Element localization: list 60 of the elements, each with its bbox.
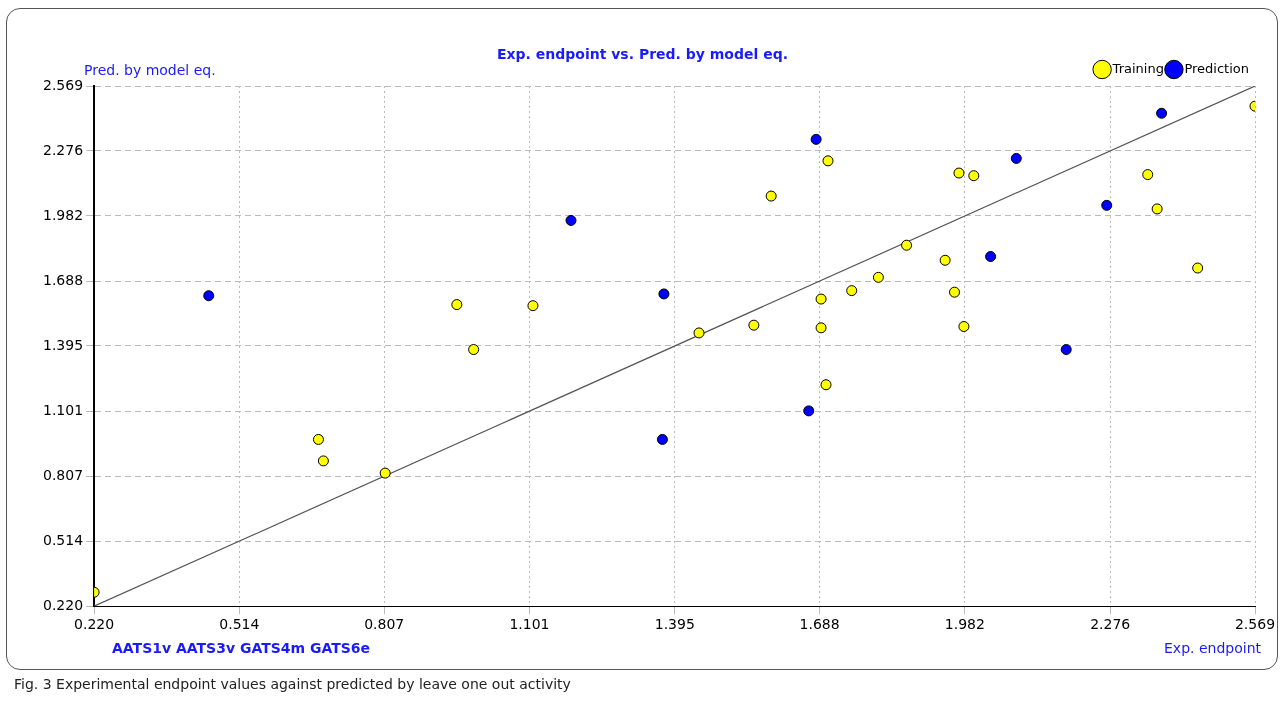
y-tick-label: 1.101 [42, 401, 84, 418]
legend-label: Prediction [1184, 60, 1250, 76]
point [810, 133, 822, 145]
point [451, 299, 463, 311]
point [815, 322, 827, 334]
point [658, 288, 670, 300]
point [1010, 152, 1022, 164]
y-tick-label: 1.395 [42, 336, 84, 353]
caption: Fig. 3 Experimental endpoint values against predicted by leave one out activity [14, 676, 571, 692]
point [693, 327, 705, 339]
point [985, 251, 997, 263]
point [1151, 203, 1163, 215]
point [815, 293, 827, 305]
point [379, 467, 391, 479]
point [1060, 344, 1072, 356]
x-axis-title: Exp. endpoint [1164, 640, 1261, 656]
point [949, 286, 961, 298]
point [527, 300, 539, 312]
legend-label: Training [1111, 60, 1164, 76]
point [765, 190, 777, 202]
x-tick-label: 1.688 [799, 616, 840, 633]
point [872, 271, 884, 283]
x-tick-label: 0.514 [219, 616, 260, 633]
x-tick-label: 2.569 [1234, 616, 1276, 633]
y-tick-label: 0.514 [42, 531, 84, 548]
y-tick-label: 2.569 [42, 76, 84, 93]
y-tick-label: 0.807 [42, 466, 84, 483]
x-tick-label: 1.101 [509, 616, 550, 633]
text: AATS1v AATS3v GATS4m GATS6e [112, 640, 371, 656]
point [846, 285, 858, 297]
x-tick-label: 1.982 [944, 616, 985, 633]
point [1192, 262, 1204, 274]
point [468, 344, 480, 356]
point [1101, 199, 1113, 211]
point [656, 433, 668, 445]
point [953, 167, 965, 179]
point [748, 319, 760, 331]
x-tick-label: 1.395 [654, 616, 695, 633]
point [968, 170, 980, 182]
y-axis-title: Pred. by model eq. [84, 62, 216, 78]
point [820, 379, 832, 391]
chart-title: Exp. endpoint vs. Pred. by model eq. [495, 46, 789, 62]
point [565, 214, 577, 226]
point [1142, 169, 1154, 181]
point [317, 455, 329, 467]
y-tick-label: 2.276 [42, 141, 84, 158]
y-tick-label: 1.688 [42, 271, 84, 288]
point [803, 405, 815, 417]
point [901, 239, 913, 251]
x-tick-label: 0.807 [364, 616, 405, 633]
point [312, 433, 324, 445]
point [939, 254, 951, 266]
point [958, 321, 970, 332]
point [822, 155, 834, 167]
point [203, 290, 215, 302]
point [1156, 107, 1168, 119]
y-tick-label: 1.982 [42, 206, 84, 223]
x-tick-label: 0.220 [74, 616, 115, 633]
y-tick-label: 0.220 [42, 596, 84, 613]
x-tick-label: 2.276 [1090, 616, 1131, 633]
